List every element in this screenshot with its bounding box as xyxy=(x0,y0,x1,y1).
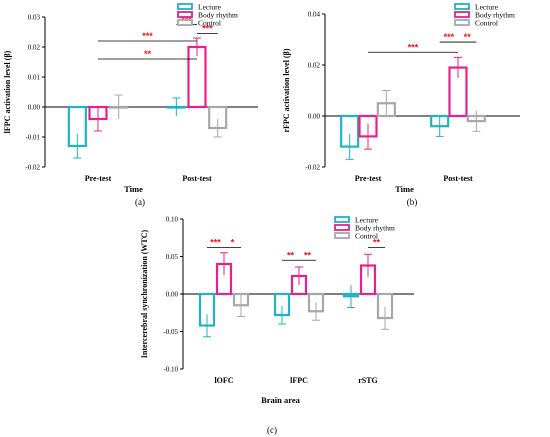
legend-swatch xyxy=(334,216,350,223)
y-tick-label: 0.00 xyxy=(166,291,179,299)
x-tick-label: rSTG xyxy=(358,376,378,385)
y-axis-label: rFPC activation level (β) xyxy=(282,48,291,132)
y-tick-label: 0.02 xyxy=(308,62,321,70)
legend-entry: Lecture xyxy=(355,216,379,225)
y-tick-label: -0.01 xyxy=(25,134,40,142)
y-tick-label: -0.10 xyxy=(163,366,178,374)
significance-marker: ** xyxy=(304,250,312,260)
legend-entry: Control xyxy=(355,232,378,241)
chart-panel-a: -0.02 -0.01 0.00 0.01 0.02 0.03 lFPC activatio… xyxy=(3,3,258,207)
chart-panel-c: -0.10 -0.05 0.00 0.05 0.10 Intercerebral sync… xyxy=(140,216,414,435)
y-tick-label: -0.02 xyxy=(25,164,40,172)
x-axis-label: Brain area xyxy=(261,395,301,405)
legend-entry: Body rhythm xyxy=(475,11,515,20)
y-tick-label: -0.05 xyxy=(163,328,178,336)
significance-marker: *** xyxy=(444,32,455,42)
x-tick-label: Post-test xyxy=(443,174,473,183)
y-tick-label: -0.02 xyxy=(305,164,320,172)
legend-swatch xyxy=(334,224,350,231)
y-axis-label: Intercerebral synchronization (WTC) xyxy=(140,229,149,358)
legend-entry: Lecture xyxy=(475,3,499,12)
legend-swatch xyxy=(454,19,470,26)
significance-marker: *** xyxy=(408,42,419,52)
legend-entry: Body rhythm xyxy=(355,224,395,233)
legend-swatch xyxy=(454,11,470,18)
y-tick-label: 0.03 xyxy=(28,14,41,22)
x-axis-label: Time xyxy=(124,184,143,194)
panel-label: (c) xyxy=(267,425,277,435)
y-tick-label: 0.05 xyxy=(166,253,179,261)
legend-entry: Body rhythm xyxy=(198,11,238,20)
panel-label: (a) xyxy=(135,197,145,207)
significance-marker: ** xyxy=(464,32,472,42)
significance-marker: ** xyxy=(373,238,381,248)
legend-swatch xyxy=(334,232,350,239)
y-axis-label: lFPC activation level (β) xyxy=(3,50,12,133)
chart-panel-b: -0.02 0.00 0.02 0.04 rFPC activation level (… xyxy=(282,3,520,207)
y-tick-label: 0.10 xyxy=(166,216,179,224)
significance-marker: ** xyxy=(287,250,295,260)
legend-entry: Control xyxy=(198,19,221,28)
legend-swatch xyxy=(177,3,193,10)
y-tick-label: 0.00 xyxy=(308,113,321,121)
x-tick-label: Pre-test xyxy=(355,174,382,183)
significance-marker: * xyxy=(231,238,235,248)
panel-label: (b) xyxy=(407,197,418,207)
legend-entry: Control xyxy=(475,19,498,28)
x-tick-label: Pre-test xyxy=(85,174,112,183)
x-axis-label: Time xyxy=(395,184,414,194)
x-tick-label: lFPC xyxy=(290,376,308,385)
significance-marker: *** xyxy=(142,31,153,41)
x-tick-label: lOFC xyxy=(214,376,233,385)
y-tick-label: 0.00 xyxy=(28,104,41,112)
significance-marker: *** xyxy=(202,24,213,34)
legend-swatch xyxy=(177,11,193,18)
y-tick-label: 0.02 xyxy=(28,44,41,52)
legend-swatch xyxy=(454,3,470,10)
y-tick-label: 0.04 xyxy=(308,11,321,19)
legend-entry: Lecture xyxy=(198,3,222,12)
significance-marker: ** xyxy=(144,49,152,59)
significance-marker: *** xyxy=(210,238,221,248)
y-tick-label: 0.01 xyxy=(28,74,41,82)
x-tick-label: Post-test xyxy=(182,174,212,183)
legend-swatch xyxy=(177,19,193,26)
